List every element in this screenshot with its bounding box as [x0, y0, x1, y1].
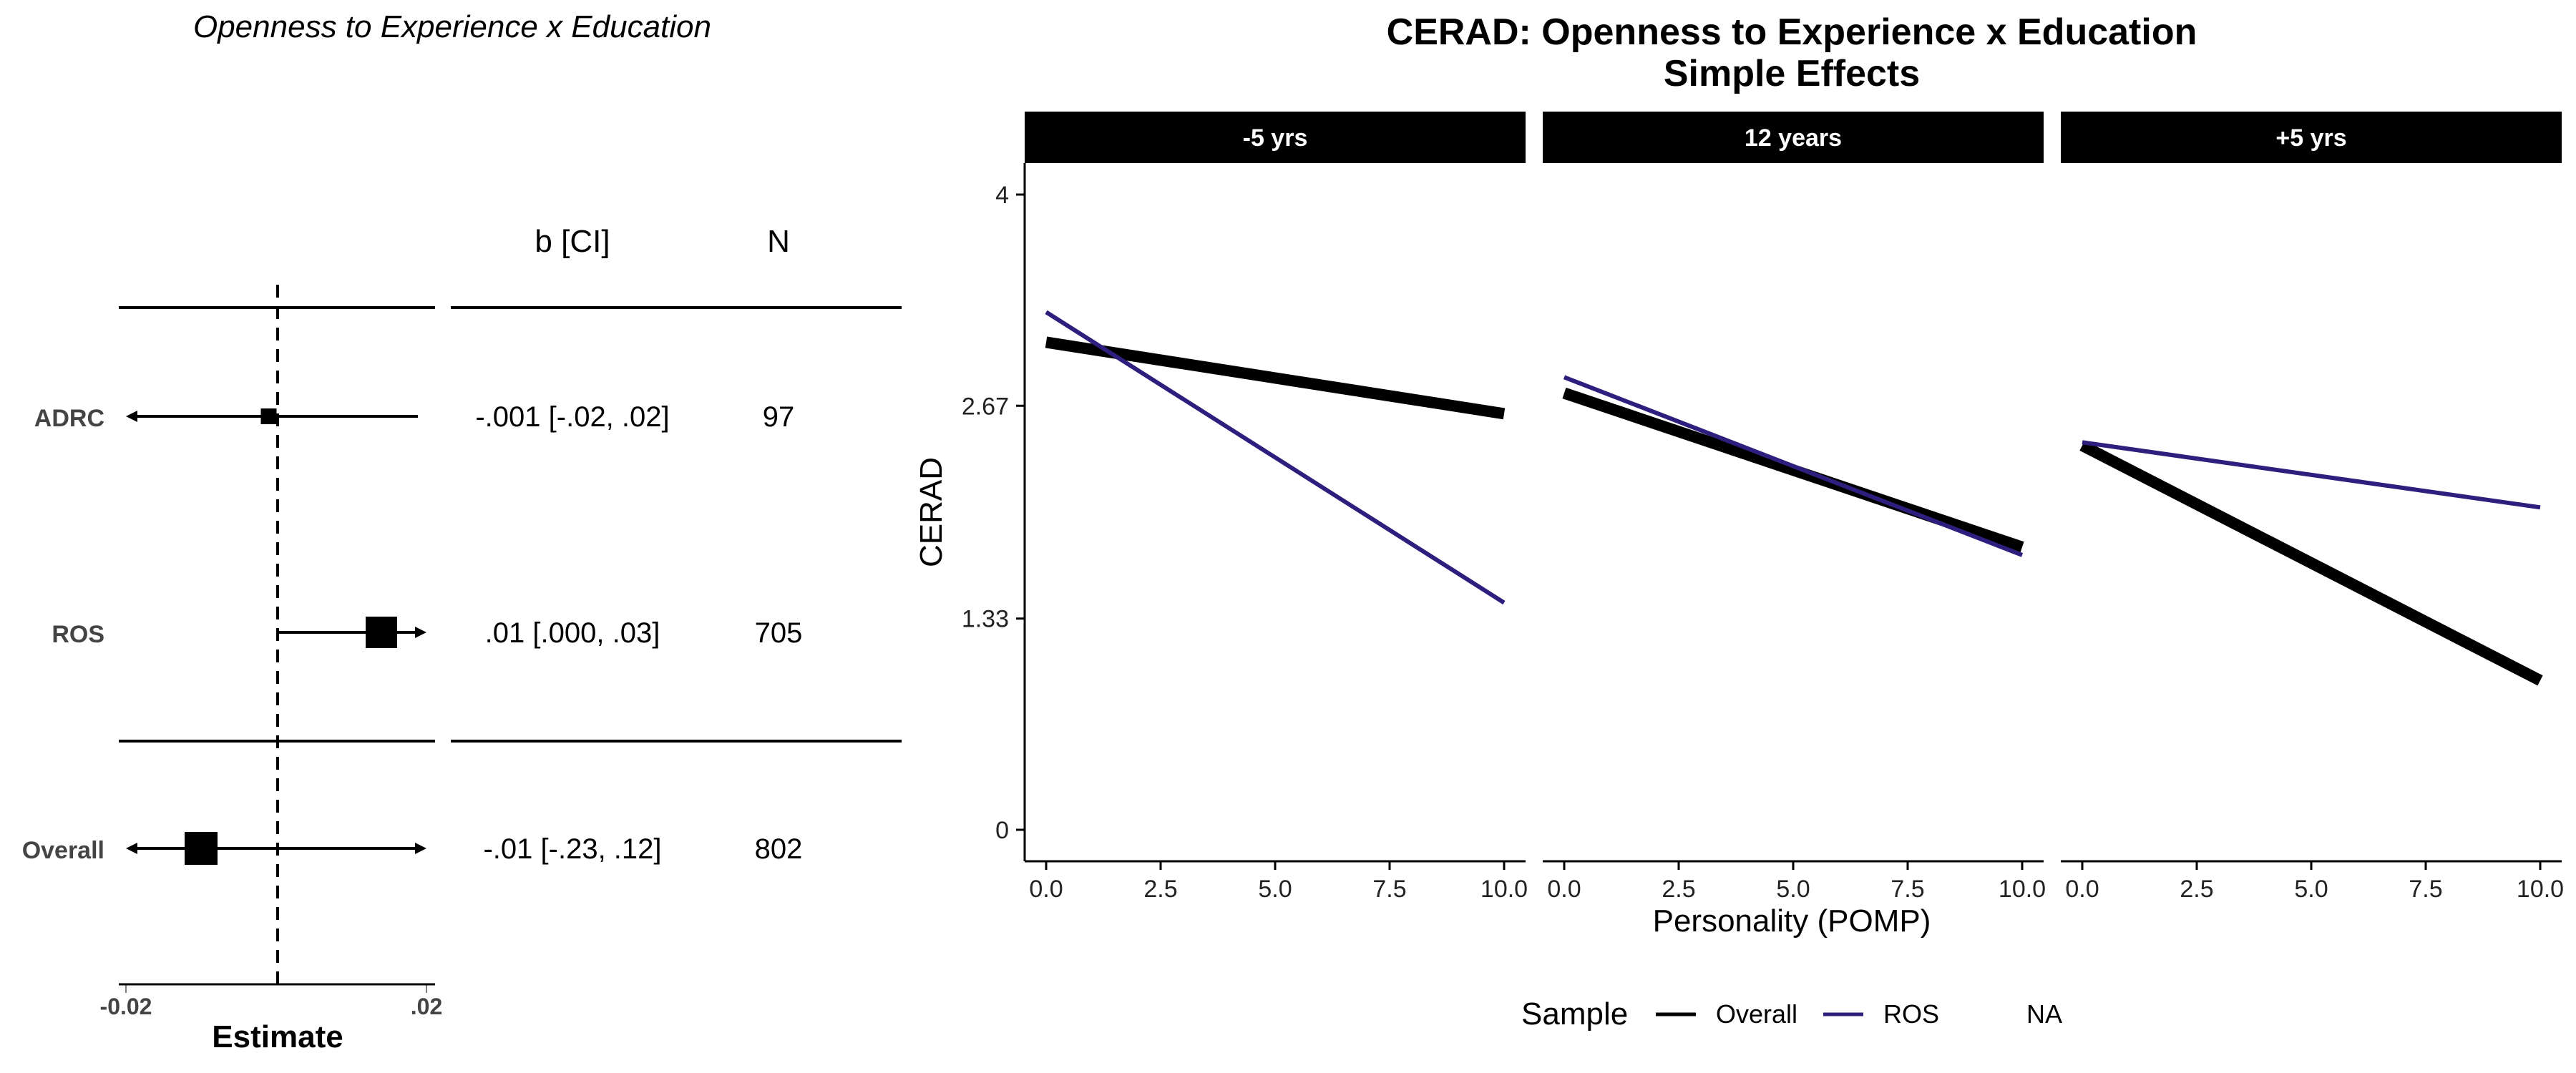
forest-x-tick-label: .02 [411, 994, 442, 1019]
y-tick-label: 0 [995, 817, 1009, 844]
forest-row-ci-text: -.001 [-.02, .02] [475, 401, 669, 433]
facet-panel-3: +5 yrs 0.0 2.5 5.0 7.5 10.0 [2061, 112, 2564, 903]
forest-ci-arrow-right [415, 627, 426, 638]
x-tick-label: 5.0 [2294, 876, 2328, 903]
facet-panel-2: 12 years 0.0 2.5 5.0 7.5 10.0 [1543, 112, 2046, 903]
forest-row-ci-text: .01 [.000, .03] [485, 617, 660, 649]
forest-plot: Openness to Experience x Education b [CI… [22, 9, 902, 1054]
x-tick-label: 5.0 [1776, 876, 1810, 903]
x-tick-label: 0.0 [1547, 876, 1581, 903]
series-line-ros [2082, 440, 2541, 510]
forest-row-label: ROS [52, 621, 104, 648]
x-tick-label: 2.5 [1143, 876, 1177, 903]
x-tick-label: 7.5 [2409, 876, 2442, 903]
legend-title: Sample [1521, 996, 1628, 1032]
chart-subtitle: Simple Effects [1664, 53, 1920, 94]
facet-strip [2061, 112, 2562, 163]
y-tick-label: 2.67 [962, 393, 1009, 420]
x-tick-label: 10.0 [2517, 876, 2564, 903]
legend-label-na: NA [2026, 999, 2062, 1029]
x-tick-label: 7.5 [1890, 876, 1924, 903]
series-line-ros [1563, 375, 2024, 557]
forest-row-label: Overall [22, 837, 104, 864]
forest-ci-arrow-left [126, 411, 137, 422]
forest-point-estimate [260, 408, 277, 424]
y-tick-label: 4 [995, 182, 1009, 209]
series-line-overall [1562, 387, 2024, 553]
forest-point-estimate [366, 617, 397, 648]
forest-row-overall: Overall -.01 [-.23, .12] 802 [22, 832, 803, 865]
x-tick-label: 2.5 [2180, 876, 2213, 903]
forest-row-label: ADRC [34, 405, 104, 432]
forest-row-ci-text: -.01 [-.23, .12] [483, 833, 661, 865]
chart-title: CERAD: Openness to Experience x Educatio… [1387, 11, 2197, 53]
facet-strip-label: +5 yrs [2275, 124, 2346, 152]
forest-x-tick-label: -0.02 [100, 994, 152, 1019]
facet-strip-label: -5 yrs [1243, 124, 1308, 152]
x-tick-label: 2.5 [1662, 876, 1695, 903]
facet-strip [1543, 112, 2044, 163]
series-line-ros [1045, 310, 1506, 605]
x-tick-label: 0.0 [1029, 876, 1063, 903]
simple-effects-chart: CERAD: Openness to Experience x Educatio… [914, 11, 2564, 1032]
forest-col-b-header: b [CI] [535, 224, 610, 259]
facet-strip [1025, 112, 1526, 163]
x-axis-label: Personality (POMP) [1653, 903, 1931, 939]
forest-row-n: 705 [755, 617, 803, 649]
facet-panel-1: -5 yrs 0.0 2.5 5.0 7.5 10.0 [1025, 112, 1528, 903]
facet-strip-label: 12 years [1745, 124, 1842, 152]
forest-x-label: Estimate [212, 1019, 343, 1054]
x-tick-label: 10.0 [1999, 876, 2046, 903]
x-tick-label: 10.0 [1480, 876, 1528, 903]
forest-row-n: 97 [763, 401, 795, 433]
y-axis-label: CERAD [914, 457, 949, 567]
forest-row-n: 802 [755, 833, 803, 865]
y-tick-label: 1.33 [962, 606, 1009, 633]
forest-title: Openness to Experience x Education [193, 9, 711, 44]
x-tick-label: 7.5 [1372, 876, 1406, 903]
series-line-overall [1045, 336, 1506, 420]
x-tick-label: 0.0 [2065, 876, 2099, 903]
forest-col-n-header: N [767, 224, 790, 259]
forest-row-ros: ROS .01 [.000, .03] 705 [52, 617, 802, 649]
x-tick-label: 5.0 [1258, 876, 1292, 903]
legend: Sample Overall ROS NA [1521, 996, 2062, 1032]
forest-ci-arrow-right [415, 843, 426, 854]
forest-ci-arrow-left [126, 843, 137, 854]
forest-point-estimate [185, 832, 218, 865]
legend-label-ros: ROS [1883, 999, 1939, 1029]
legend-label-overall: Overall [1716, 999, 1797, 1029]
forest-row-adrc: ADRC -.001 [-.02, .02] 97 [34, 401, 794, 433]
series-line-overall [2079, 440, 2543, 686]
